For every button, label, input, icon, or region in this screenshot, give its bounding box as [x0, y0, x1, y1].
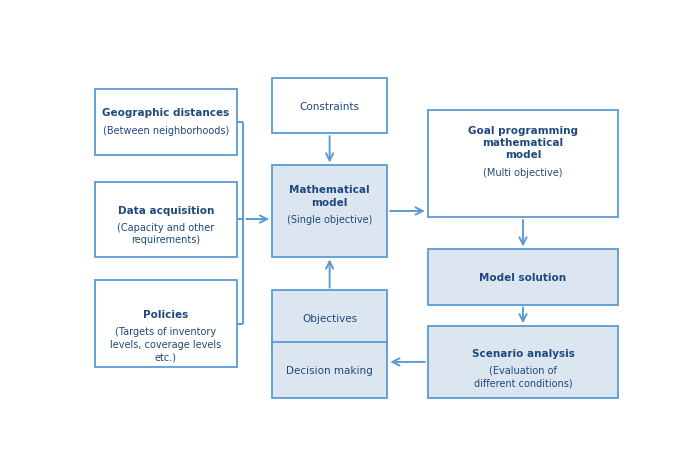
Text: Objectives: Objectives	[302, 313, 357, 324]
Text: (Multi objective): (Multi objective)	[483, 167, 563, 177]
Text: Geographic distances: Geographic distances	[103, 108, 229, 118]
Text: (Targets of inventory
levels, coverage levels
etc.): (Targets of inventory levels, coverage l…	[110, 327, 222, 362]
Text: Goal programming
mathematical
model: Goal programming mathematical model	[468, 125, 578, 160]
Text: Decision making: Decision making	[286, 365, 373, 375]
FancyBboxPatch shape	[428, 111, 618, 218]
Text: (Capacity and other
requirements): (Capacity and other requirements)	[117, 222, 214, 245]
FancyBboxPatch shape	[428, 250, 618, 305]
Text: (Evaluation of
different conditions): (Evaluation of different conditions)	[474, 365, 572, 388]
FancyBboxPatch shape	[272, 79, 387, 134]
Text: Data acquisition: Data acquisition	[118, 205, 214, 215]
Text: Policies: Policies	[143, 310, 188, 319]
Text: Scenario analysis: Scenario analysis	[471, 348, 574, 358]
FancyBboxPatch shape	[272, 166, 387, 257]
Text: Model solution: Model solution	[480, 273, 567, 282]
FancyBboxPatch shape	[272, 291, 387, 346]
FancyBboxPatch shape	[95, 89, 237, 156]
FancyBboxPatch shape	[272, 343, 387, 398]
Text: Mathematical
model: Mathematical model	[290, 185, 370, 207]
Text: Constraints: Constraints	[299, 101, 360, 112]
Text: (Between neighborhoods): (Between neighborhoods)	[103, 125, 229, 135]
Text: (Single objective): (Single objective)	[287, 214, 372, 225]
FancyBboxPatch shape	[95, 182, 237, 257]
FancyBboxPatch shape	[95, 280, 237, 368]
FancyBboxPatch shape	[428, 326, 618, 398]
